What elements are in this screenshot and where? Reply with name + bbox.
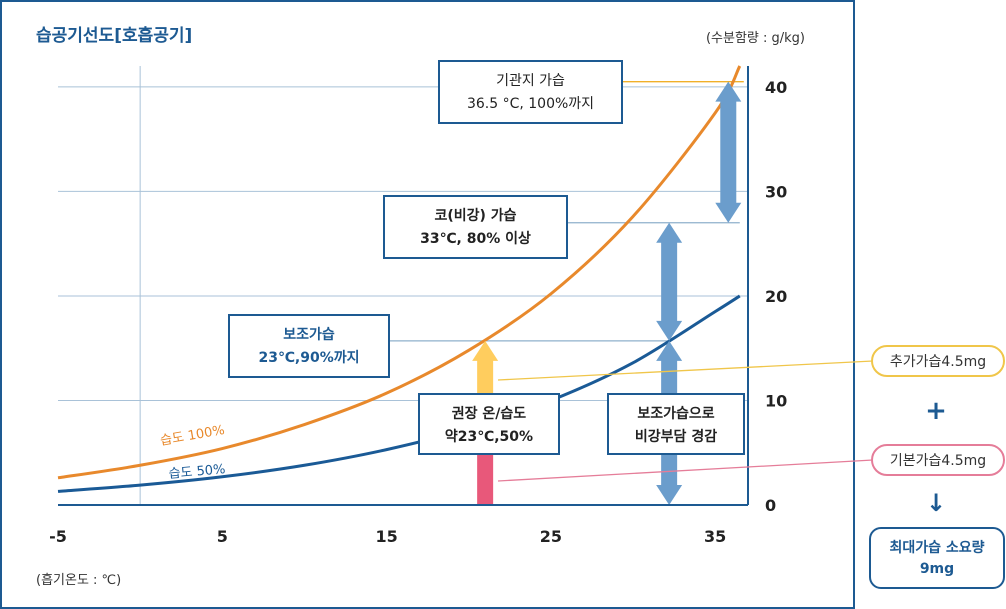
y-tick-label-0: 0 <box>765 496 776 515</box>
axis-layer: -5 5 15 25 35 0 10 20 30 40 <box>49 66 787 546</box>
label-box-2-line2: 23℃,90%까지 <box>258 350 359 366</box>
series-label-50: 습도 50% <box>168 462 226 482</box>
x-tick-label-1: 5 <box>217 527 228 546</box>
max-humidification-box: 최대가습 소요량 9mg <box>869 527 1005 589</box>
arrow-1 <box>472 340 499 397</box>
label-box-1 <box>383 195 568 259</box>
y-tick-label-2: 20 <box>765 287 787 306</box>
label-box-1-line2: 33℃, 80% 이상 <box>420 230 531 247</box>
label-box-4-line2: 비강부담 경감 <box>635 428 717 445</box>
base-humidification-label: 기본가습4.5mg <box>889 453 987 469</box>
connector-base <box>497 459 874 482</box>
guide-layer <box>389 81 744 342</box>
label-box-layer: 기관지 가습 36.5 °C, 100%까지코(비강) 가습 33℃, 80% 이상… <box>228 60 745 455</box>
chart-title: 습공기선도[호흡공기] <box>36 25 192 46</box>
series-line-0 <box>57 65 742 480</box>
arrow-4 <box>715 81 742 223</box>
label-box-3-line2: 약23℃,50% <box>445 428 533 445</box>
down-arrow-icon: ↓ <box>925 489 947 517</box>
y-tick-label-4: 40 <box>765 78 787 97</box>
plus-sign: + <box>925 396 947 426</box>
connector-added <box>497 360 874 381</box>
label-box-3 <box>418 393 560 455</box>
x-tick-label-2: 15 <box>375 527 397 546</box>
label-box-4-line1: 보조가습으로 <box>637 406 714 422</box>
label-box-4 <box>607 393 745 455</box>
max-humidification-value: 9mg <box>919 561 955 577</box>
x-tick-label-0: -5 <box>49 527 67 546</box>
x-tick-label-3: 25 <box>540 527 562 546</box>
label-box-0 <box>438 60 623 124</box>
y-tick-label-1: 10 <box>765 391 787 410</box>
max-humidification-title: 최대가습 소요량 <box>889 540 985 556</box>
y-tick-label-3: 30 <box>765 182 787 201</box>
label-box-0-line2: 36.5 °C, 100%까지 <box>467 96 594 112</box>
added-humidification-label: 추가가습4.5mg <box>889 354 987 370</box>
added-humidification-pill: 추가가습4.5mg <box>871 345 1005 377</box>
chart-frame <box>0 0 855 609</box>
label-box-1-line1: 코(비강) 가습 <box>434 207 516 224</box>
label-box-2 <box>228 314 390 378</box>
x-tick-label-4: 35 <box>704 527 726 546</box>
base-humidification-pill: 기본가습4.5mg <box>871 444 1005 476</box>
label-box-2-line1: 보조가습 <box>283 327 335 343</box>
x-axis-label: (흡기온도 : ℃) <box>36 573 121 588</box>
connector-layer <box>497 360 874 482</box>
arrow-3 <box>656 222 683 341</box>
label-box-0-line1: 기관지 가습 <box>496 73 565 89</box>
label-box-3-line1: 권장 온/습도 <box>452 405 527 422</box>
y-axis-label: (수분함량 : g/kg) <box>706 31 805 46</box>
